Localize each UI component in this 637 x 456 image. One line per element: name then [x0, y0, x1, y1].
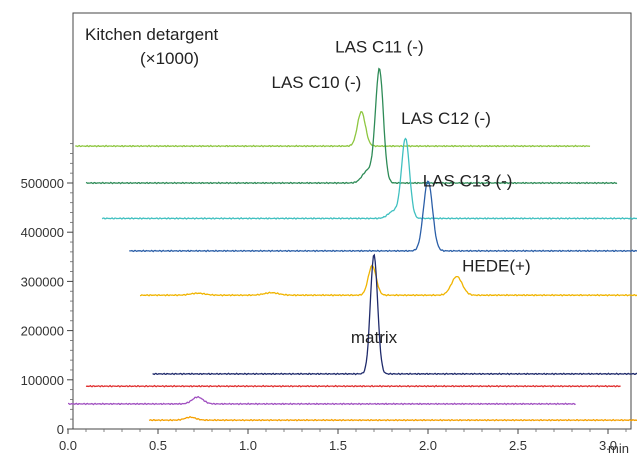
x-tick-label: 3.0 — [599, 438, 617, 453]
series-trace — [148, 415, 637, 422]
series-trace — [129, 180, 637, 253]
plot-frame — [72, 12, 632, 430]
series-trace — [101, 137, 637, 220]
x-tick-label: 2.5 — [509, 438, 527, 453]
annotation-layer: LAS C11 (-) LAS C10 (-) LAS C12 (-) LAS C13… — [272, 38, 531, 347]
series-trace — [85, 67, 618, 185]
peak-annotation: HEDE(+) — [462, 257, 530, 276]
series-trace — [139, 264, 637, 297]
y-tick-label: 300000 — [21, 274, 64, 289]
x-axis-label: min — [608, 441, 629, 456]
series-layer — [68, 67, 637, 422]
y-axis: 0 100000 200000 300000 400000 500000 — [21, 143, 73, 437]
x-axis: 0.0 0.5 1.0 1.5 2.0 2.5 3.0 — [59, 429, 627, 453]
y-tick-label: 100000 — [21, 373, 64, 388]
series-trace — [68, 395, 576, 406]
y-tick-label: 500000 — [21, 176, 64, 191]
peak-annotation: LAS C12 (-) — [401, 109, 491, 128]
series-trace — [85, 384, 621, 388]
series-trace — [75, 111, 591, 148]
x-tick-label: 1.0 — [239, 438, 257, 453]
peak-annotation: LAS C10 (-) — [272, 73, 362, 92]
y-tick-label: 400000 — [21, 225, 64, 240]
x-tick-label: 2.0 — [419, 438, 437, 453]
peak-annotation: matrix — [351, 328, 398, 347]
x-tick-label: 0.0 — [59, 438, 77, 453]
y-tick-label: 200000 — [21, 324, 64, 339]
chart-subtitle: (×1000) — [140, 49, 199, 68]
x-tick-label: 1.5 — [329, 438, 347, 453]
peak-annotation: LAS C11 (-) — [335, 38, 424, 57]
x-tick-label: 0.5 — [149, 438, 167, 453]
peak-annotation: LAS C13 (-) — [423, 171, 513, 190]
y-tick-label: 0 — [57, 422, 64, 437]
series-trace — [152, 253, 637, 376]
chart-title: Kitchen detargent — [85, 25, 219, 44]
